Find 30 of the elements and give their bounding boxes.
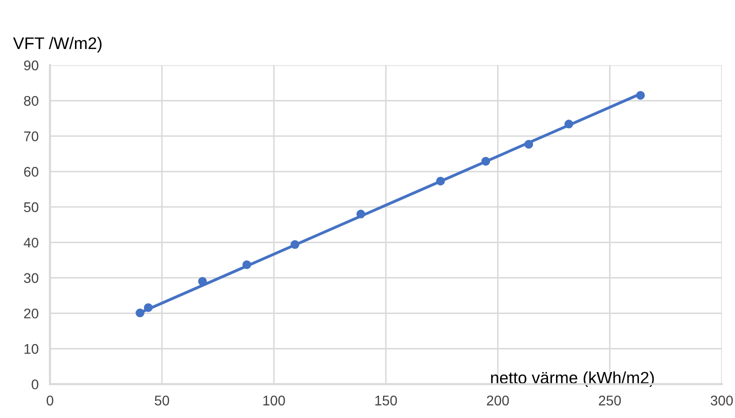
point	[356, 210, 366, 218]
y-tick-label: 10	[24, 344, 38, 354]
point	[198, 277, 207, 286]
point	[144, 303, 153, 312]
point	[436, 176, 445, 186]
x-tick-label: 100	[263, 396, 285, 406]
x-axis-title: netto värme (kWh/m2)	[491, 371, 654, 387]
x-tick-label: 150	[375, 396, 397, 406]
x-tick-label: 250	[598, 396, 621, 406]
y-tick-label: 70	[24, 131, 38, 142]
point	[481, 156, 490, 166]
y-axis-title: VFT /W/m2)	[13, 36, 102, 52]
y-tick-label: 40	[24, 238, 38, 248]
y-tick-label: 30	[24, 273, 38, 283]
y-tick-label: 80	[24, 96, 38, 106]
point	[136, 308, 144, 318]
y-tick-label: 50	[24, 202, 38, 212]
point	[290, 240, 300, 249]
x-tick-label: 300	[710, 396, 733, 406]
x-tick-label: 50	[154, 396, 170, 406]
point	[636, 90, 645, 100]
x-tick-label: 0	[46, 396, 54, 406]
y-tick-label: 20	[24, 308, 38, 318]
y-tick-label: 90	[24, 60, 38, 70]
y-tick-label: 60	[24, 166, 38, 177]
point	[242, 260, 252, 270]
point	[524, 140, 534, 149]
x-tick-label: 200	[486, 396, 509, 406]
y-tick-label: 0	[32, 379, 38, 390]
point	[564, 120, 574, 128]
